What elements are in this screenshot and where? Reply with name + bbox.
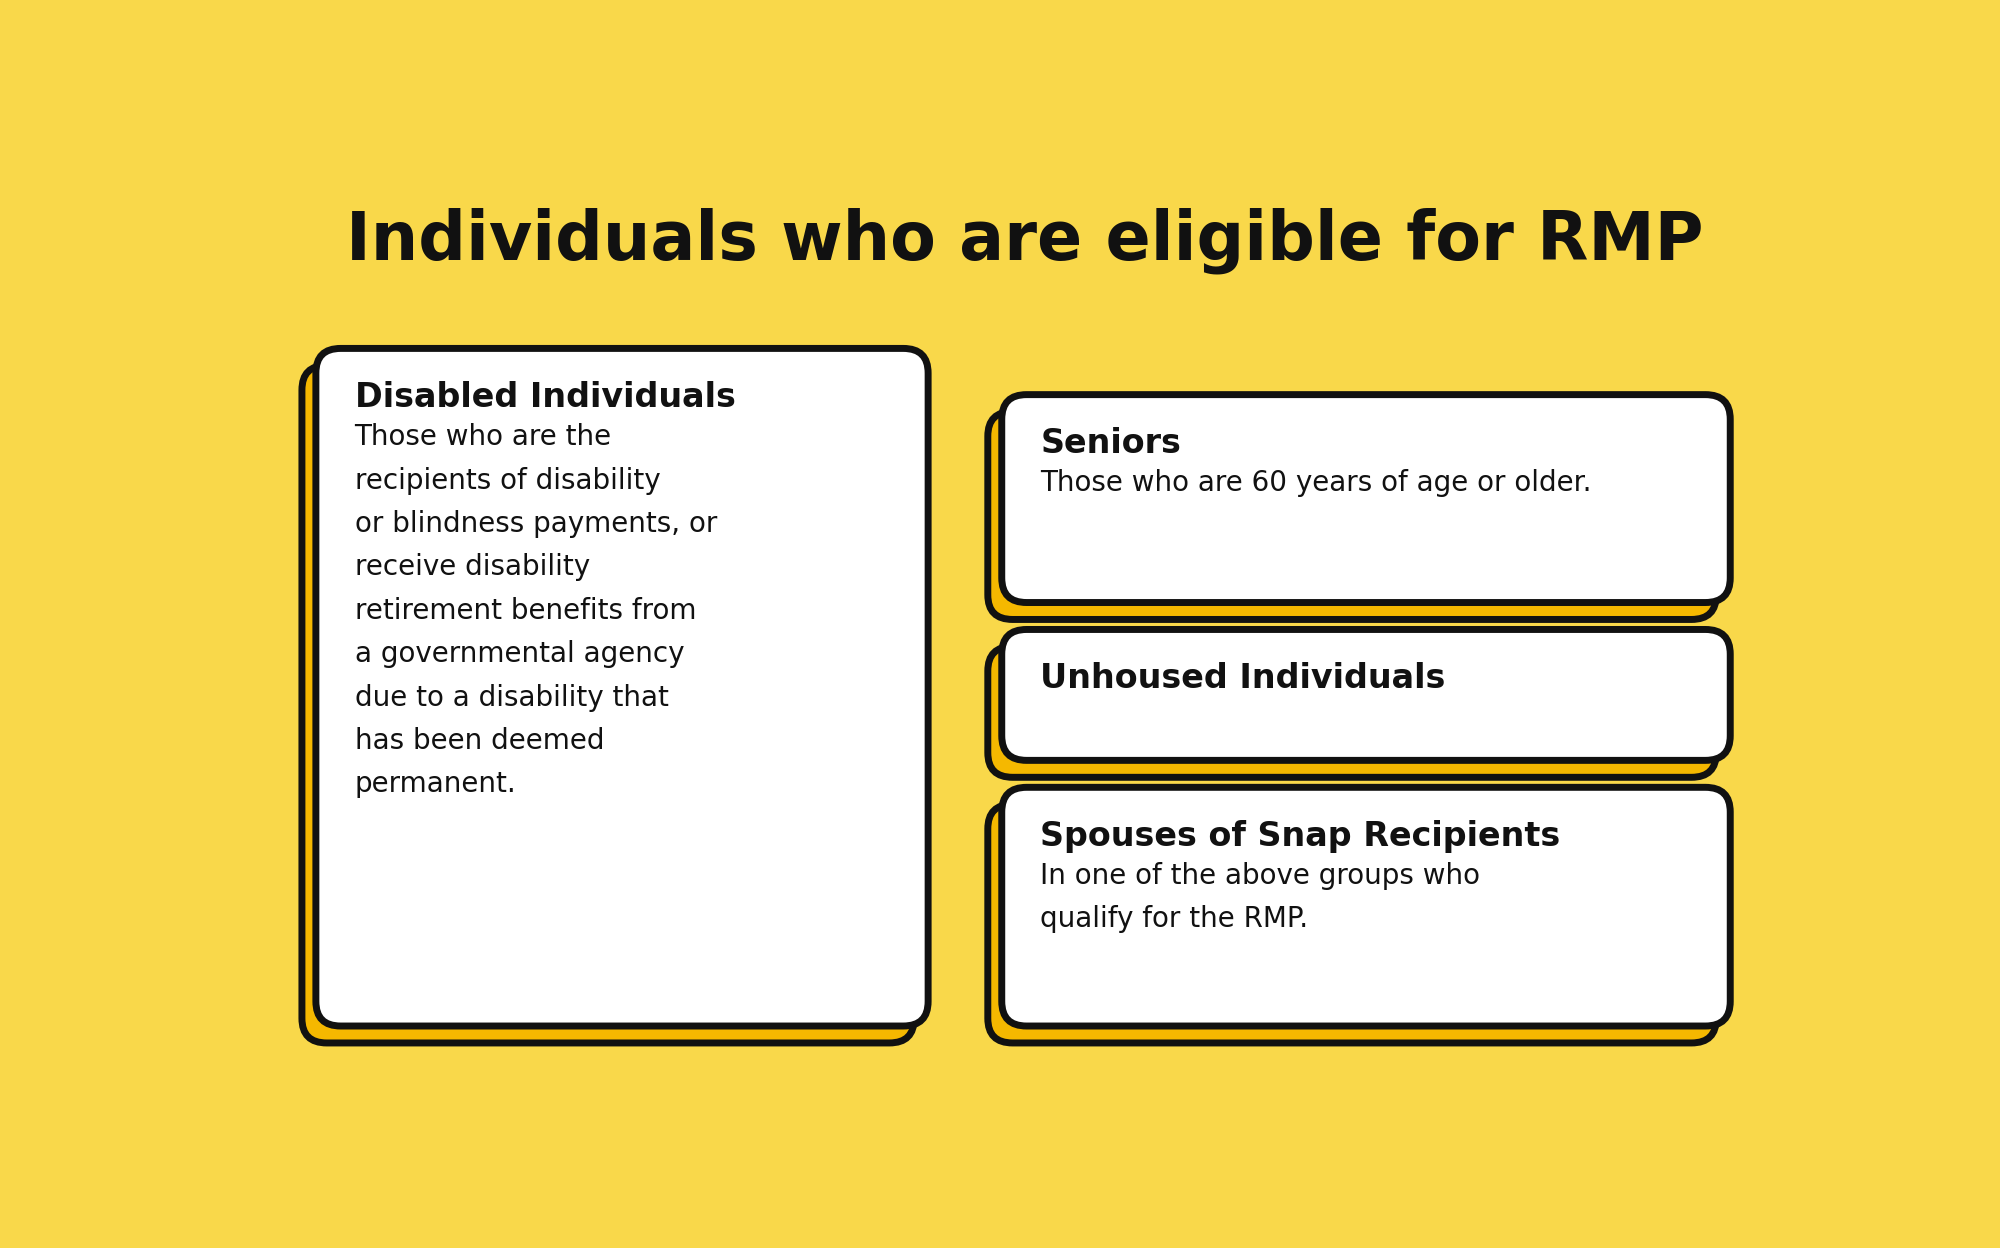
FancyBboxPatch shape [988, 804, 1716, 1043]
Text: Individuals who are eligible for RMP: Individuals who are eligible for RMP [346, 207, 1704, 273]
FancyBboxPatch shape [1002, 394, 1730, 603]
FancyBboxPatch shape [316, 348, 928, 1026]
Text: Those who are 60 years of age or older.: Those who are 60 years of age or older. [1040, 469, 1592, 497]
Text: Seniors: Seniors [1040, 427, 1182, 461]
FancyBboxPatch shape [1002, 787, 1730, 1026]
Text: Unhoused Individuals: Unhoused Individuals [1040, 661, 1446, 695]
FancyBboxPatch shape [988, 412, 1716, 619]
Text: Disabled Individuals: Disabled Individuals [354, 381, 736, 414]
FancyBboxPatch shape [988, 646, 1716, 778]
Text: In one of the above groups who
qualify for the RMP.: In one of the above groups who qualify f… [1040, 862, 1480, 934]
FancyBboxPatch shape [302, 366, 914, 1043]
Text: Spouses of Snap Recipients: Spouses of Snap Recipients [1040, 820, 1560, 852]
Text: Those who are the
recipients of disability
or blindness payments, or
receive dis: Those who are the recipients of disabili… [354, 423, 716, 799]
FancyBboxPatch shape [1002, 629, 1730, 760]
